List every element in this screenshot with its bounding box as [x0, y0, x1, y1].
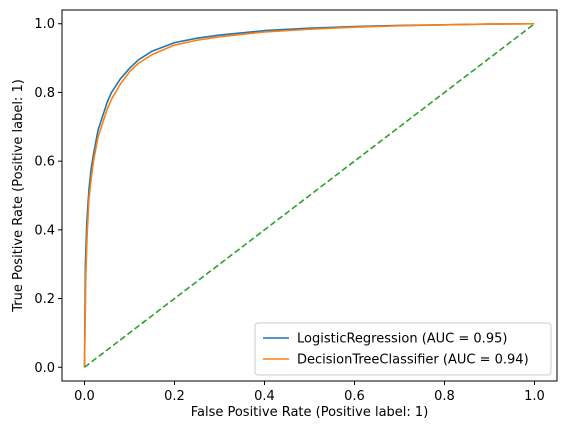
y-axis-label: True Positive Rate (Positive label: 1): [11, 79, 26, 313]
x-tick-label: 0.8: [434, 389, 455, 404]
y-tick-label: 0.2: [34, 292, 55, 307]
x-tick-label: 0.2: [164, 389, 185, 404]
legend-box: [254, 322, 552, 376]
x-tick-label: 1.0: [524, 389, 545, 404]
series-layer: [83, 22, 535, 368]
y-tick-label: 0.4: [34, 223, 55, 238]
legend-entry-label: DecisionTreeClassifier (AUC = 0.94): [297, 353, 529, 368]
y-tick-label: 1.0: [34, 17, 55, 32]
plot-area-frame: [61, 9, 558, 382]
y-tick-label: 0.0: [34, 361, 55, 376]
legend-entry-label: LogisticRegression (AUC = 0.95): [297, 332, 507, 347]
x-tick-label: 0.4: [254, 389, 275, 404]
y-tick-label: 0.6: [34, 155, 55, 170]
legend: LogisticRegression (AUC = 0.95) DecisionT…: [254, 322, 552, 376]
series-line-2: [84, 23, 535, 368]
y-axis-ticks: 0.0 0.2 0.4 0.6 0.8 1.0: [34, 17, 62, 376]
series-line-1: [83, 22, 535, 368]
x-tick-label: 0.0: [74, 389, 95, 404]
x-tick-label: 0.6: [344, 389, 365, 404]
x-axis-label: False Positive Rate (Positive label: 1): [191, 405, 429, 420]
y-tick-label: 0.8: [34, 86, 55, 101]
x-axis-ticks: 0.0 0.2 0.4 0.6 0.8 1.0: [74, 381, 545, 404]
